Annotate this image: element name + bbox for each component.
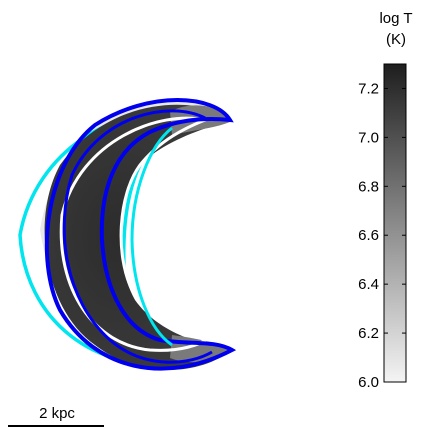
scale-bar-label: 2 kpc <box>39 405 75 422</box>
scale-bar: 2 kpc <box>8 405 104 427</box>
colorbar-tick-label: 6.6 <box>358 227 379 244</box>
blue-contour-inner <box>62 109 213 364</box>
colorbar-gradient <box>383 63 407 383</box>
blue-contour-outer <box>44 98 237 371</box>
colorbar-ticks: 7.2 7.0 6.8 6.6 6.4 6.2 6.0 <box>358 80 406 391</box>
colorbar-tick-label: 7.0 <box>358 129 379 146</box>
colorbar-tick-label: 6.8 <box>358 178 379 195</box>
colorbar-tick-label: 6.2 <box>358 325 379 342</box>
hot-gas-crescent <box>44 104 232 371</box>
colorbar-tick-label: 6.0 <box>358 374 379 391</box>
colorbar-tick-label: 7.2 <box>358 80 379 97</box>
cyan-inner-arc <box>130 126 173 347</box>
colorbar: log T (K) 7.2 7.0 6.8 6.6 6.4 6.2 6.0 <box>358 10 412 391</box>
colorbar-tick-label: 6.4 <box>358 276 379 293</box>
colorbar-title-line1: log T <box>379 10 412 27</box>
colorbar-title-line2: (K) <box>386 31 406 48</box>
